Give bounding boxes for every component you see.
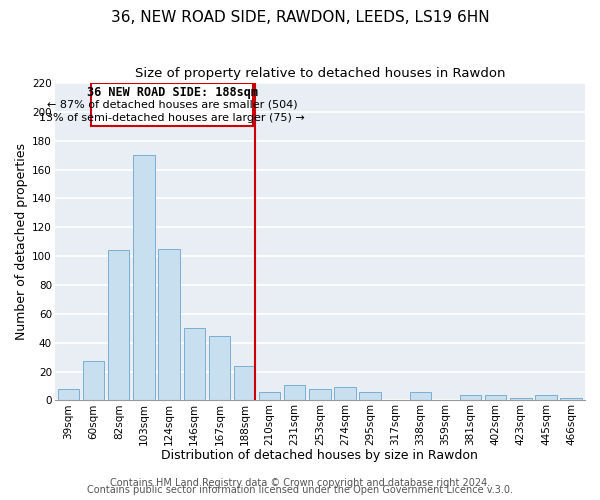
Bar: [560, 398, 582, 400]
Bar: [334, 388, 356, 400]
Text: Contains public sector information licensed under the Open Government Licence v.: Contains public sector information licen…: [87, 485, 513, 495]
Text: 13% of semi-detached houses are larger (75) →: 13% of semi-detached houses are larger (…: [40, 113, 305, 123]
Bar: [259, 392, 280, 400]
Bar: [284, 384, 305, 400]
Bar: [410, 392, 431, 400]
Text: 36, NEW ROAD SIDE, RAWDON, LEEDS, LS19 6HN: 36, NEW ROAD SIDE, RAWDON, LEEDS, LS19 6…: [110, 10, 490, 25]
Bar: [460, 394, 481, 400]
Text: 36 NEW ROAD SIDE: 188sqm: 36 NEW ROAD SIDE: 188sqm: [86, 86, 257, 99]
Text: ← 87% of detached houses are smaller (504): ← 87% of detached houses are smaller (50…: [47, 100, 298, 110]
Bar: [108, 250, 130, 400]
Bar: [510, 398, 532, 400]
Bar: [184, 328, 205, 400]
Bar: [359, 392, 381, 400]
Bar: [158, 249, 180, 400]
Bar: [58, 389, 79, 400]
Bar: [535, 394, 557, 400]
Bar: [485, 394, 506, 400]
Y-axis label: Number of detached properties: Number of detached properties: [15, 143, 28, 340]
Title: Size of property relative to detached houses in Rawdon: Size of property relative to detached ho…: [134, 68, 505, 80]
Bar: [209, 336, 230, 400]
Bar: [83, 362, 104, 401]
Bar: [309, 389, 331, 400]
X-axis label: Distribution of detached houses by size in Rawdon: Distribution of detached houses by size …: [161, 450, 478, 462]
Text: Contains HM Land Registry data © Crown copyright and database right 2024.: Contains HM Land Registry data © Crown c…: [110, 478, 490, 488]
Bar: [234, 366, 255, 400]
FancyBboxPatch shape: [91, 83, 253, 126]
Bar: [133, 155, 155, 400]
